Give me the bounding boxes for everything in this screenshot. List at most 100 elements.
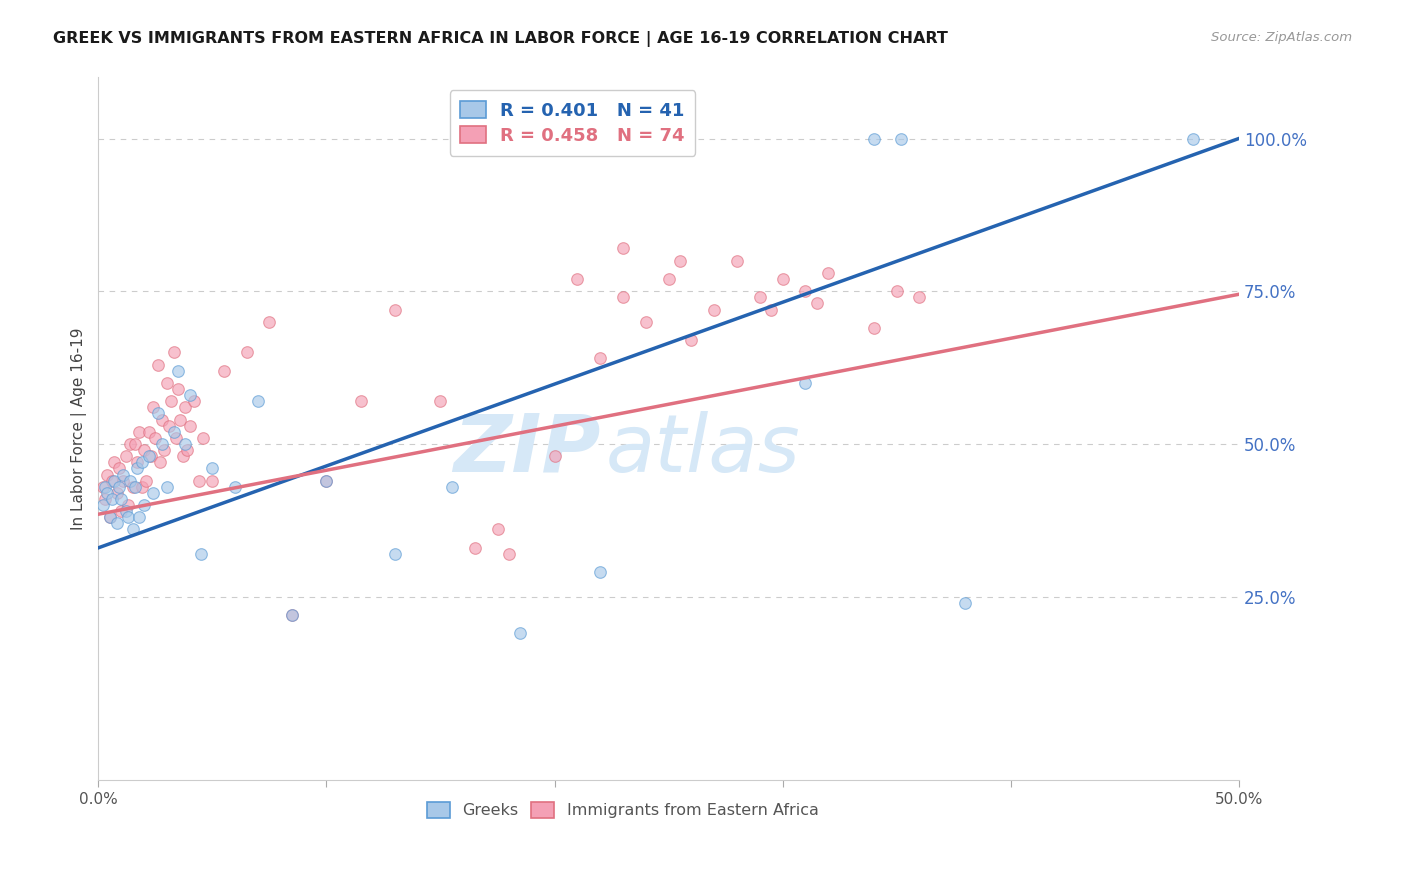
Point [281,607,304,622]
Point [187,474,209,488]
Point [174,401,197,415]
Point [179,418,201,433]
Point [384,547,406,561]
Point [114,504,136,518]
Point [124,480,146,494]
Point [114,449,136,463]
Text: GREEK VS IMMIGRANTS FROM EASTERN AFRICA IN LABOR FORCE | AGE 16-19 CORRELATION C: GREEK VS IMMIGRANTS FROM EASTERN AFRICA … [53,31,948,47]
Point [725,253,748,268]
Point [212,364,235,378]
Point [190,547,212,561]
Point [157,418,180,433]
Point [167,364,190,378]
Point [748,290,770,304]
Point [124,437,146,451]
Text: ZIP: ZIP [453,411,600,489]
Point [806,296,828,310]
Point [794,285,817,299]
Point [953,596,976,610]
Point [117,510,139,524]
Point [464,541,486,555]
Point [669,253,692,268]
Point [98,510,121,524]
Point [150,412,173,426]
Point [193,431,215,445]
Point [703,302,725,317]
Point [201,461,224,475]
Point [224,480,246,494]
Point [94,491,117,506]
Point [128,510,150,524]
Point [589,566,612,580]
Point [146,358,169,372]
Point [681,333,703,347]
Point [135,474,157,488]
Point [658,272,681,286]
Point [110,504,132,518]
Point [108,480,131,494]
Point [315,474,337,488]
Point [138,425,160,439]
Point [612,242,634,256]
Point [162,425,184,439]
Point [486,523,509,537]
Point [91,498,114,512]
Point [153,443,176,458]
Point [131,455,153,469]
Point [150,437,173,451]
Point [94,480,117,494]
Point [509,626,531,640]
Text: atlas: atlas [606,411,800,489]
Point [429,394,451,409]
Point [179,388,201,402]
Point [132,498,155,512]
Point [247,394,270,409]
Point [128,425,150,439]
Point [498,547,520,561]
Point [863,321,886,335]
Point [315,474,337,488]
Point [201,474,224,488]
Point [281,607,304,622]
Point [101,474,124,488]
Point [156,480,179,494]
Point [543,449,565,463]
Point [612,290,634,304]
Point [174,437,197,451]
Point [160,394,183,409]
Point [156,376,179,390]
Point [794,376,817,390]
Point [121,480,143,494]
Point [165,431,187,445]
Point [138,449,160,463]
Point [886,285,908,299]
Text: Source: ZipAtlas.com: Source: ZipAtlas.com [1212,31,1353,45]
Point [127,461,149,475]
Point [117,498,139,512]
Point [167,382,190,396]
Point [142,401,165,415]
Point [1182,131,1205,145]
Point [172,449,194,463]
Point [162,345,184,359]
Point [120,474,142,488]
Point [772,272,794,286]
Point [127,455,149,469]
Point [146,406,169,420]
Point [121,523,143,537]
Point [149,455,172,469]
Point [139,449,162,463]
Point [103,455,125,469]
Point [131,480,153,494]
Point [350,394,373,409]
Point [761,302,783,317]
Point [169,412,191,426]
Point [96,486,118,500]
Point [863,131,886,145]
Legend: Greeks, Immigrants from Eastern Africa: Greeks, Immigrants from Eastern Africa [420,796,825,825]
Point [98,510,121,524]
Y-axis label: In Labor Force | Age 16-19: In Labor Force | Age 16-19 [72,327,87,530]
Point [91,480,114,494]
Point [890,131,912,145]
Point [145,431,167,445]
